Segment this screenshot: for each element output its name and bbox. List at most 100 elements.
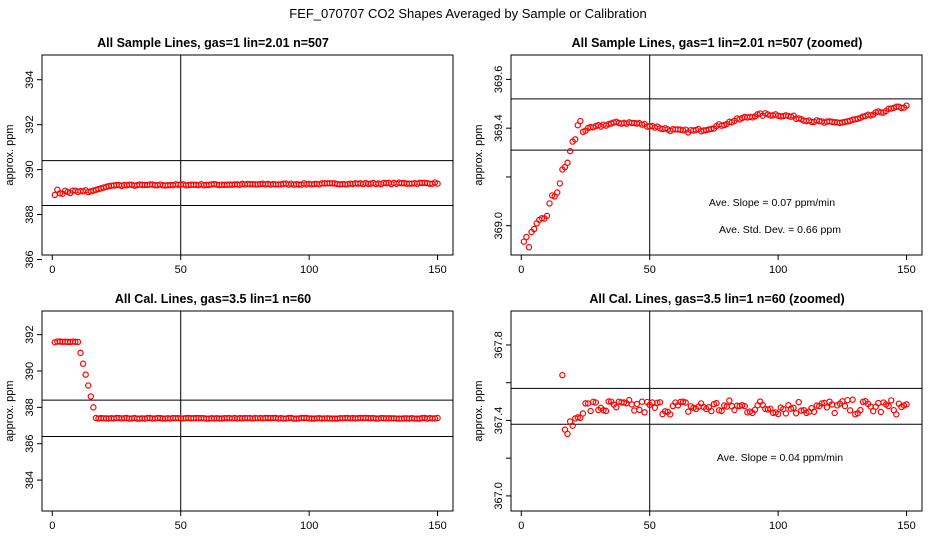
data-point xyxy=(893,411,900,418)
data-point xyxy=(56,190,64,197)
data-point xyxy=(434,180,441,187)
data-point xyxy=(790,404,797,412)
data-point xyxy=(577,117,584,125)
y-tick-label: 367.4 xyxy=(493,407,505,435)
data-point xyxy=(877,408,885,416)
y-tick-label: 367.8 xyxy=(493,331,505,359)
plot-frame xyxy=(510,54,923,256)
x-tick-label: 100 xyxy=(769,520,787,532)
data-point xyxy=(859,398,867,406)
data-point xyxy=(813,402,820,409)
data-point xyxy=(685,408,692,415)
data-point xyxy=(636,406,643,414)
x-tick-label: 50 xyxy=(175,520,187,532)
data-point xyxy=(682,399,689,406)
y-axis-label: approx. ppm xyxy=(4,380,16,441)
y-tick-label: 388 xyxy=(24,398,36,416)
data-point xyxy=(713,399,720,407)
x-tick-label: 50 xyxy=(644,520,656,532)
figure-title: FEF_070707 CO2 Shapes Averaged by Sample… xyxy=(289,6,646,21)
data-point xyxy=(79,360,87,367)
data-point xyxy=(841,402,849,410)
x-tick-label: 100 xyxy=(300,520,318,532)
data-point xyxy=(726,397,733,404)
y-tick-label: 392 xyxy=(24,115,36,133)
data-point xyxy=(708,125,715,133)
x-tick-label: 0 xyxy=(518,264,524,276)
annotation-text: Ave. Std. Dev. = 0.66 ppm xyxy=(719,224,841,236)
x-tick-label: 150 xyxy=(897,264,915,276)
data-point xyxy=(818,400,826,407)
data-point xyxy=(656,399,664,406)
data-point xyxy=(554,189,561,196)
annotation-text: Ave. Slope = 0.04 ppm/min xyxy=(717,452,843,464)
panel-title: All Sample Lines, gas=1 lin=2.01 n=507 (… xyxy=(572,36,863,50)
annotation-text: Ave. Slope = 0.07 ppm/min xyxy=(709,197,835,209)
data-point xyxy=(566,147,574,155)
data-point xyxy=(564,430,571,438)
plot-frame xyxy=(41,310,454,512)
data-point xyxy=(638,398,646,405)
x-tick-label: 150 xyxy=(428,520,446,532)
data-point xyxy=(641,409,648,416)
data-point xyxy=(718,407,725,415)
data-point xyxy=(556,180,564,187)
data-point xyxy=(90,404,97,411)
data-point xyxy=(574,414,581,421)
y-tick-label: 369.4 xyxy=(493,114,505,142)
data-point xyxy=(85,382,92,389)
data-point xyxy=(846,407,854,414)
y-axis-label: approx. ppm xyxy=(473,124,485,185)
x-tick-label: 150 xyxy=(897,520,915,532)
data-point xyxy=(569,422,576,429)
y-tick-label: 392 xyxy=(24,325,36,343)
plot-frame xyxy=(510,310,923,512)
x-tick-label: 100 xyxy=(769,264,787,276)
data-point xyxy=(849,396,856,403)
data-point xyxy=(546,200,553,207)
data-point xyxy=(582,400,589,407)
panel-title: All Cal. Lines, gas=3.5 lin=1 n=60 (zoom… xyxy=(589,292,844,306)
y-tick-label: 369.6 xyxy=(493,66,505,94)
y-tick-label: 369.0 xyxy=(493,212,505,240)
panel-sample-lines: All Sample Lines, gas=1 lin=2.01 n=507 0… xyxy=(4,36,454,276)
data-point xyxy=(903,102,910,109)
panel-cal-lines: All Cal. Lines, gas=3.5 lin=1 n=60 0 50 10… xyxy=(4,292,454,532)
x-tick-label: 0 xyxy=(49,264,55,276)
y-axis-label: approx. ppm xyxy=(4,124,16,185)
data-point xyxy=(579,410,587,417)
data-point xyxy=(51,191,59,199)
data-point xyxy=(82,371,89,378)
data-point xyxy=(774,410,782,418)
data-point xyxy=(898,104,905,112)
data-point xyxy=(525,244,533,251)
data-point xyxy=(741,402,748,410)
data-point xyxy=(530,225,538,233)
y-tick-label: 388 xyxy=(24,205,36,223)
data-point xyxy=(543,212,551,220)
data-point xyxy=(823,404,831,411)
x-tick-label: 150 xyxy=(428,264,446,276)
y-tick-label: 384 xyxy=(24,471,36,489)
data-point xyxy=(667,411,674,418)
x-tick-label: 0 xyxy=(49,520,55,532)
panel-title: All Cal. Lines, gas=3.5 lin=1 n=60 xyxy=(115,292,311,306)
x-tick-label: 50 xyxy=(175,264,187,276)
data-point xyxy=(857,406,864,414)
panel-sample-lines-zoomed: All Sample Lines, gas=1 lin=2.01 n=507 (… xyxy=(473,36,923,276)
data-point xyxy=(654,399,661,406)
data-point xyxy=(613,404,620,411)
y-tick-label: 367.0 xyxy=(493,482,505,510)
y-tick-label: 390 xyxy=(24,160,36,178)
data-point xyxy=(798,407,805,414)
data-point xyxy=(708,407,715,415)
data-point xyxy=(795,398,802,406)
data-point xyxy=(782,410,790,417)
data-point xyxy=(434,414,441,422)
data-point xyxy=(715,407,723,414)
panel-cal-lines-zoomed: All Cal. Lines, gas=3.5 lin=1 n=60 (zoom… xyxy=(473,292,923,532)
data-point xyxy=(831,409,838,417)
panel-title: All Sample Lines, gas=1 lin=2.01 n=507 xyxy=(97,36,329,50)
data-point xyxy=(661,408,669,415)
